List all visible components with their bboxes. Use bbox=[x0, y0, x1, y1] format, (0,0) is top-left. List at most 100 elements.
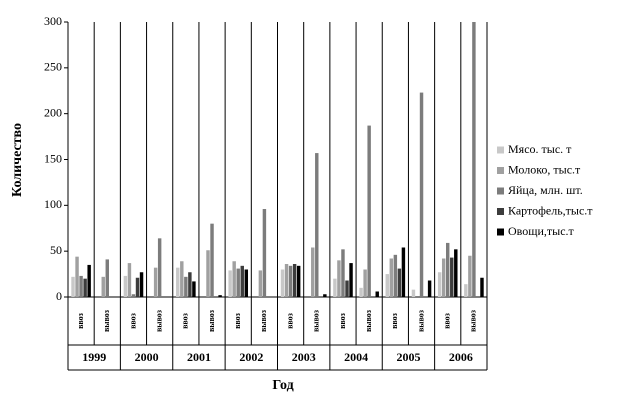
legend-swatch bbox=[497, 167, 504, 174]
bar bbox=[468, 255, 472, 297]
bar bbox=[393, 254, 398, 297]
bar bbox=[296, 265, 301, 297]
bar bbox=[127, 263, 132, 297]
bar bbox=[192, 281, 196, 297]
bar bbox=[411, 289, 416, 297]
bar bbox=[87, 264, 91, 297]
bar bbox=[131, 294, 136, 297]
group-label: 2004 bbox=[344, 350, 368, 364]
bar bbox=[157, 238, 162, 297]
x-tick-label: ввоз bbox=[181, 312, 190, 329]
group-label: 1999 bbox=[82, 350, 106, 364]
bar bbox=[437, 272, 442, 297]
y-tick-label: 50 bbox=[50, 243, 62, 257]
bar bbox=[210, 223, 214, 297]
bar bbox=[419, 92, 424, 297]
legend-swatch bbox=[497, 146, 504, 154]
y-tick-label: 100 bbox=[44, 197, 62, 211]
bar bbox=[389, 258, 394, 297]
legend-label: Молоко, тыс.т bbox=[508, 162, 581, 176]
x-tick-label: вывоз bbox=[102, 309, 111, 332]
bar bbox=[105, 259, 109, 297]
bar bbox=[363, 269, 367, 297]
bar bbox=[427, 280, 432, 297]
bar bbox=[337, 260, 341, 297]
y-tick-label: 0 bbox=[56, 289, 62, 303]
bar bbox=[206, 250, 210, 297]
x-tick-label: ввоз bbox=[338, 312, 347, 329]
bar bbox=[83, 278, 87, 297]
x-tick-label: ввоз bbox=[390, 312, 399, 329]
bar bbox=[441, 258, 446, 297]
x-tick-label: вывоз bbox=[259, 309, 268, 332]
bar bbox=[480, 277, 484, 297]
legend-label: Картофель,тыс.т bbox=[508, 203, 593, 217]
bar bbox=[464, 284, 468, 297]
bar bbox=[397, 268, 402, 297]
bar bbox=[180, 261, 184, 297]
y-tick-label: 150 bbox=[44, 151, 62, 165]
bar bbox=[135, 277, 140, 297]
bar bbox=[359, 287, 363, 297]
bar bbox=[75, 256, 79, 297]
x-tick-label: ввоз bbox=[76, 312, 85, 329]
bar bbox=[401, 247, 406, 297]
group-label: 2005 bbox=[396, 350, 420, 364]
x-tick-label: вывоз bbox=[207, 309, 216, 332]
bar bbox=[176, 267, 180, 297]
bar bbox=[367, 125, 371, 297]
bar bbox=[123, 275, 128, 297]
x-tick-label: ввоз bbox=[128, 312, 137, 329]
legend-label: Яйца, млн. шт. bbox=[508, 183, 583, 197]
group-label: 2001 bbox=[187, 350, 211, 364]
x-tick-label: вывоз bbox=[364, 309, 373, 332]
y-tick-label: 300 bbox=[44, 14, 62, 28]
bar bbox=[375, 291, 379, 297]
y-tick-label: 250 bbox=[44, 60, 62, 74]
bar bbox=[323, 294, 327, 297]
bar bbox=[258, 270, 263, 297]
bar bbox=[236, 268, 240, 297]
x-tick-label: вывоз bbox=[469, 309, 478, 332]
y-tick-label: 200 bbox=[44, 105, 62, 119]
bar bbox=[311, 247, 315, 297]
bar bbox=[218, 295, 222, 297]
bar bbox=[345, 280, 349, 297]
bar bbox=[333, 278, 337, 297]
bar bbox=[288, 265, 293, 297]
bar bbox=[262, 209, 267, 297]
y-axis-title: Количество bbox=[10, 123, 25, 197]
bar bbox=[188, 272, 192, 297]
bar bbox=[240, 265, 244, 297]
bar bbox=[101, 276, 105, 297]
bar bbox=[341, 249, 345, 297]
bar bbox=[79, 275, 83, 297]
group-label: 2006 bbox=[449, 350, 473, 364]
legend-swatch bbox=[497, 228, 504, 236]
legend-swatch bbox=[497, 187, 504, 195]
bar bbox=[153, 267, 158, 297]
bar bbox=[280, 269, 285, 297]
bar bbox=[472, 22, 476, 297]
group-label: 2003 bbox=[292, 350, 316, 364]
bar bbox=[292, 264, 297, 297]
group-label: 2000 bbox=[135, 350, 159, 364]
bar bbox=[228, 270, 232, 297]
bar bbox=[284, 264, 289, 297]
bar bbox=[315, 153, 319, 297]
x-tick-label: ввоз bbox=[233, 312, 242, 329]
legend-label: Овощи,тыс.т bbox=[508, 224, 575, 238]
bar bbox=[71, 276, 75, 297]
x-axis-title: Год bbox=[272, 378, 293, 393]
x-tick-label: ввоз bbox=[443, 312, 452, 329]
x-tick-label: вывоз bbox=[312, 309, 321, 332]
x-tick-label: вывоз bbox=[154, 309, 163, 332]
legend-label: Мясо. тыс. т bbox=[508, 142, 572, 156]
bar bbox=[446, 242, 450, 297]
x-tick-label: ввоз bbox=[285, 312, 294, 329]
bar bbox=[349, 263, 353, 297]
bar bbox=[385, 274, 389, 297]
group-label: 2002 bbox=[239, 350, 263, 364]
bar bbox=[244, 269, 249, 297]
